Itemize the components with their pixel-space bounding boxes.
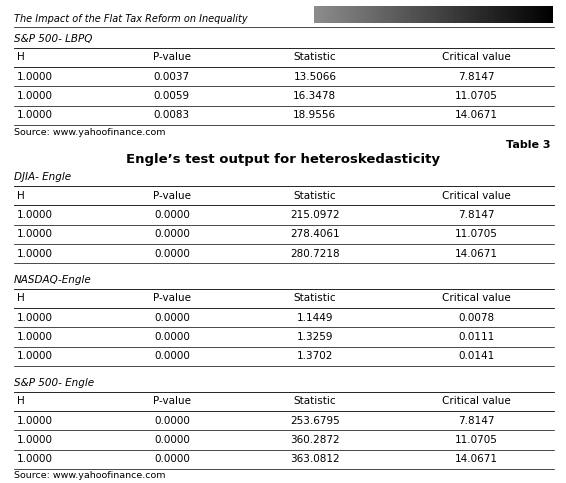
Text: H: H: [17, 53, 25, 62]
Text: 13.5066: 13.5066: [293, 72, 336, 82]
Text: 1.0000: 1.0000: [17, 313, 53, 323]
Text: S&P 500- LBPQ: S&P 500- LBPQ: [14, 34, 92, 44]
Text: 0.0000: 0.0000: [154, 210, 190, 220]
Text: 1.0000: 1.0000: [17, 416, 53, 426]
Text: 11.0705: 11.0705: [455, 91, 498, 101]
Text: Engle’s test output for heteroskedasticity: Engle’s test output for heteroskedastici…: [126, 153, 440, 166]
Text: 1.0000: 1.0000: [17, 455, 53, 464]
Text: 1.0000: 1.0000: [17, 111, 53, 120]
Text: 16.3478: 16.3478: [293, 91, 336, 101]
Text: P-value: P-value: [153, 397, 191, 406]
Text: P-value: P-value: [153, 53, 191, 62]
Text: Statistic: Statistic: [294, 191, 336, 200]
Text: 280.7218: 280.7218: [290, 249, 340, 258]
Text: 0.0141: 0.0141: [458, 352, 495, 361]
Text: 14.0671: 14.0671: [455, 111, 498, 120]
Text: 278.4061: 278.4061: [290, 229, 340, 239]
Text: H: H: [17, 397, 25, 406]
Text: Source: www.yahoofinance.com: Source: www.yahoofinance.com: [14, 471, 166, 481]
Text: 11.0705: 11.0705: [455, 229, 498, 239]
Text: 0.0083: 0.0083: [154, 111, 190, 120]
Text: Critical value: Critical value: [442, 191, 511, 200]
Text: 0.0000: 0.0000: [154, 313, 190, 323]
Text: 11.0705: 11.0705: [455, 435, 498, 445]
Text: Critical value: Critical value: [442, 53, 511, 62]
Text: 0.0000: 0.0000: [154, 435, 190, 445]
Text: 0.0000: 0.0000: [154, 249, 190, 258]
Text: 14.0671: 14.0671: [455, 455, 498, 464]
Text: 0.0037: 0.0037: [154, 72, 190, 82]
Text: S&P 500- Engle: S&P 500- Engle: [14, 378, 95, 388]
Text: Critical value: Critical value: [442, 294, 511, 303]
Text: 360.2872: 360.2872: [290, 435, 340, 445]
Text: Statistic: Statistic: [294, 294, 336, 303]
Text: 363.0812: 363.0812: [290, 455, 340, 464]
Text: DJIA- Engle: DJIA- Engle: [14, 172, 71, 183]
Text: 253.6795: 253.6795: [290, 416, 340, 426]
Text: 215.0972: 215.0972: [290, 210, 340, 220]
Text: 18.9556: 18.9556: [293, 111, 336, 120]
Text: Statistic: Statistic: [294, 397, 336, 406]
Text: 0.0059: 0.0059: [154, 91, 190, 101]
Text: 1.0000: 1.0000: [17, 72, 53, 82]
Text: 0.0111: 0.0111: [458, 332, 495, 342]
Text: The Impact of the Flat Tax Reform on Inequality: The Impact of the Flat Tax Reform on Ine…: [14, 14, 248, 24]
Text: 0.0078: 0.0078: [458, 313, 495, 323]
Text: 0.0000: 0.0000: [154, 332, 190, 342]
Text: H: H: [17, 294, 25, 303]
Text: 1.3702: 1.3702: [297, 352, 333, 361]
Text: 1.0000: 1.0000: [17, 332, 53, 342]
Text: Source: www.yahoofinance.com: Source: www.yahoofinance.com: [14, 128, 166, 137]
Text: 1.0000: 1.0000: [17, 435, 53, 445]
Text: 1.0000: 1.0000: [17, 249, 53, 258]
Text: 0.0000: 0.0000: [154, 455, 190, 464]
Text: 1.0000: 1.0000: [17, 210, 53, 220]
Text: 1.0000: 1.0000: [17, 91, 53, 101]
Text: 14.0671: 14.0671: [455, 249, 498, 258]
Text: P-value: P-value: [153, 294, 191, 303]
Text: NASDAQ-Engle: NASDAQ-Engle: [14, 275, 92, 285]
Text: 0.0000: 0.0000: [154, 416, 190, 426]
Text: Statistic: Statistic: [294, 53, 336, 62]
Text: P-value: P-value: [153, 191, 191, 200]
Text: 1.0000: 1.0000: [17, 229, 53, 239]
Text: 0.0000: 0.0000: [154, 229, 190, 239]
Text: Critical value: Critical value: [442, 397, 511, 406]
Text: 1.1449: 1.1449: [297, 313, 333, 323]
Text: 1.0000: 1.0000: [17, 352, 53, 361]
Text: 0.0000: 0.0000: [154, 352, 190, 361]
Text: Table 3: Table 3: [506, 140, 551, 150]
Text: 7.8147: 7.8147: [458, 416, 495, 426]
Text: 7.8147: 7.8147: [458, 210, 495, 220]
Text: 7.8147: 7.8147: [458, 72, 495, 82]
Text: 1.3259: 1.3259: [297, 332, 333, 342]
Text: H: H: [17, 191, 25, 200]
